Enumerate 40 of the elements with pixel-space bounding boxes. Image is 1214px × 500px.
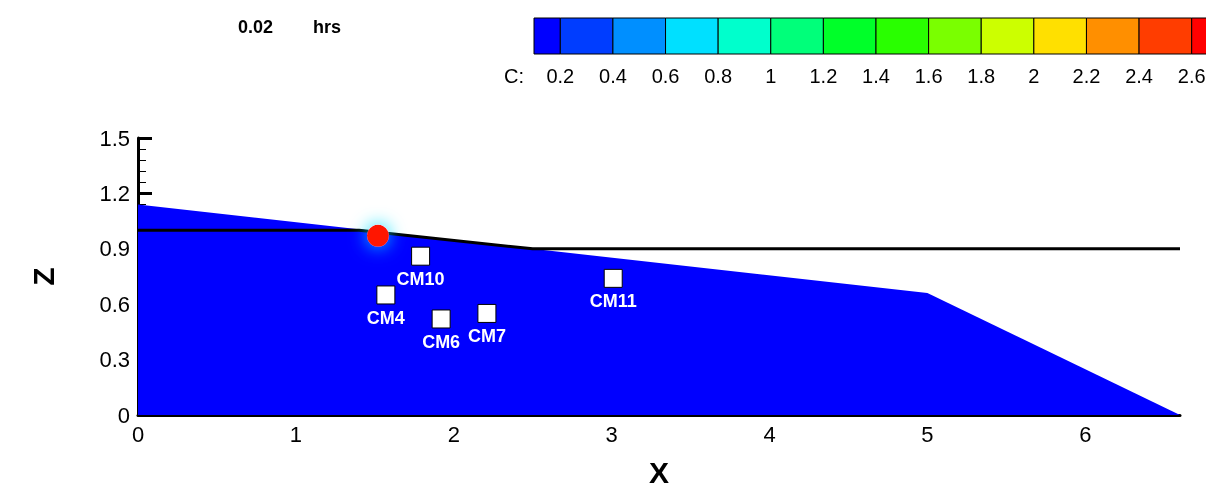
color-bar-label: 0.6 — [651, 65, 680, 87]
color-bar-label: 0.4 — [599, 65, 627, 87]
color-bar-label: 0.2 — [546, 65, 575, 87]
point — [376, 285, 396, 305]
color-bar-label: 2.6 — [1177, 65, 1206, 87]
y-tick-label: 1.5 — [99, 125, 130, 151]
x-tick-label: 2 — [447, 421, 460, 447]
color-bar-title: C: — [504, 65, 524, 87]
x-tick-label: 6 — [1079, 421, 1092, 447]
x-axis-title: X — [648, 455, 670, 489]
color-bar-label: 0.8 — [704, 65, 733, 87]
x-tick-label: 3 — [605, 421, 618, 447]
x-tick-label: 4 — [763, 421, 776, 447]
annotation: CM6 — [422, 331, 461, 352]
point — [411, 246, 431, 266]
color-bar-label: 2 — [1028, 65, 1040, 87]
y-tick-label: 1.2 — [99, 180, 130, 206]
x-tick-label: 1 — [289, 421, 302, 447]
x-tick-label: 5 — [921, 421, 934, 447]
color-bar-label: 1.2 — [809, 65, 838, 87]
color-bar-label: 2.4 — [1125, 65, 1153, 87]
y-tick-label: 0.9 — [99, 236, 130, 262]
annotation: CM10 — [396, 269, 445, 290]
annotation: CM4 — [366, 307, 405, 328]
color-bar-label: 1.8 — [967, 65, 996, 87]
point — [431, 309, 451, 329]
point — [477, 303, 497, 323]
annotation: CM7 — [467, 326, 506, 347]
color-bar-label: 1.4 — [862, 65, 890, 87]
color-bar-label: 1 — [765, 65, 777, 87]
y-tick-label: 0.6 — [99, 291, 130, 317]
chart-title: 0.02 hrs — [238, 17, 342, 37]
color-bar-label: 2.2 — [1072, 65, 1101, 87]
point — [603, 268, 623, 288]
point — [367, 224, 389, 247]
y-axis-title: Z — [26, 267, 60, 286]
color-bar-label: 1.6 — [914, 65, 943, 87]
annotation: CM11 — [589, 291, 637, 312]
y-tick-label: 0 — [117, 402, 130, 428]
y-tick-label: 0.3 — [99, 347, 130, 373]
